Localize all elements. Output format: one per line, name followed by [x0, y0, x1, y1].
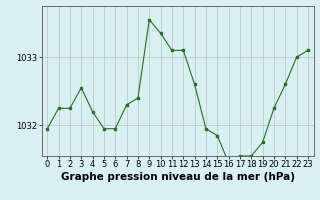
X-axis label: Graphe pression niveau de la mer (hPa): Graphe pression niveau de la mer (hPa)	[60, 172, 295, 182]
